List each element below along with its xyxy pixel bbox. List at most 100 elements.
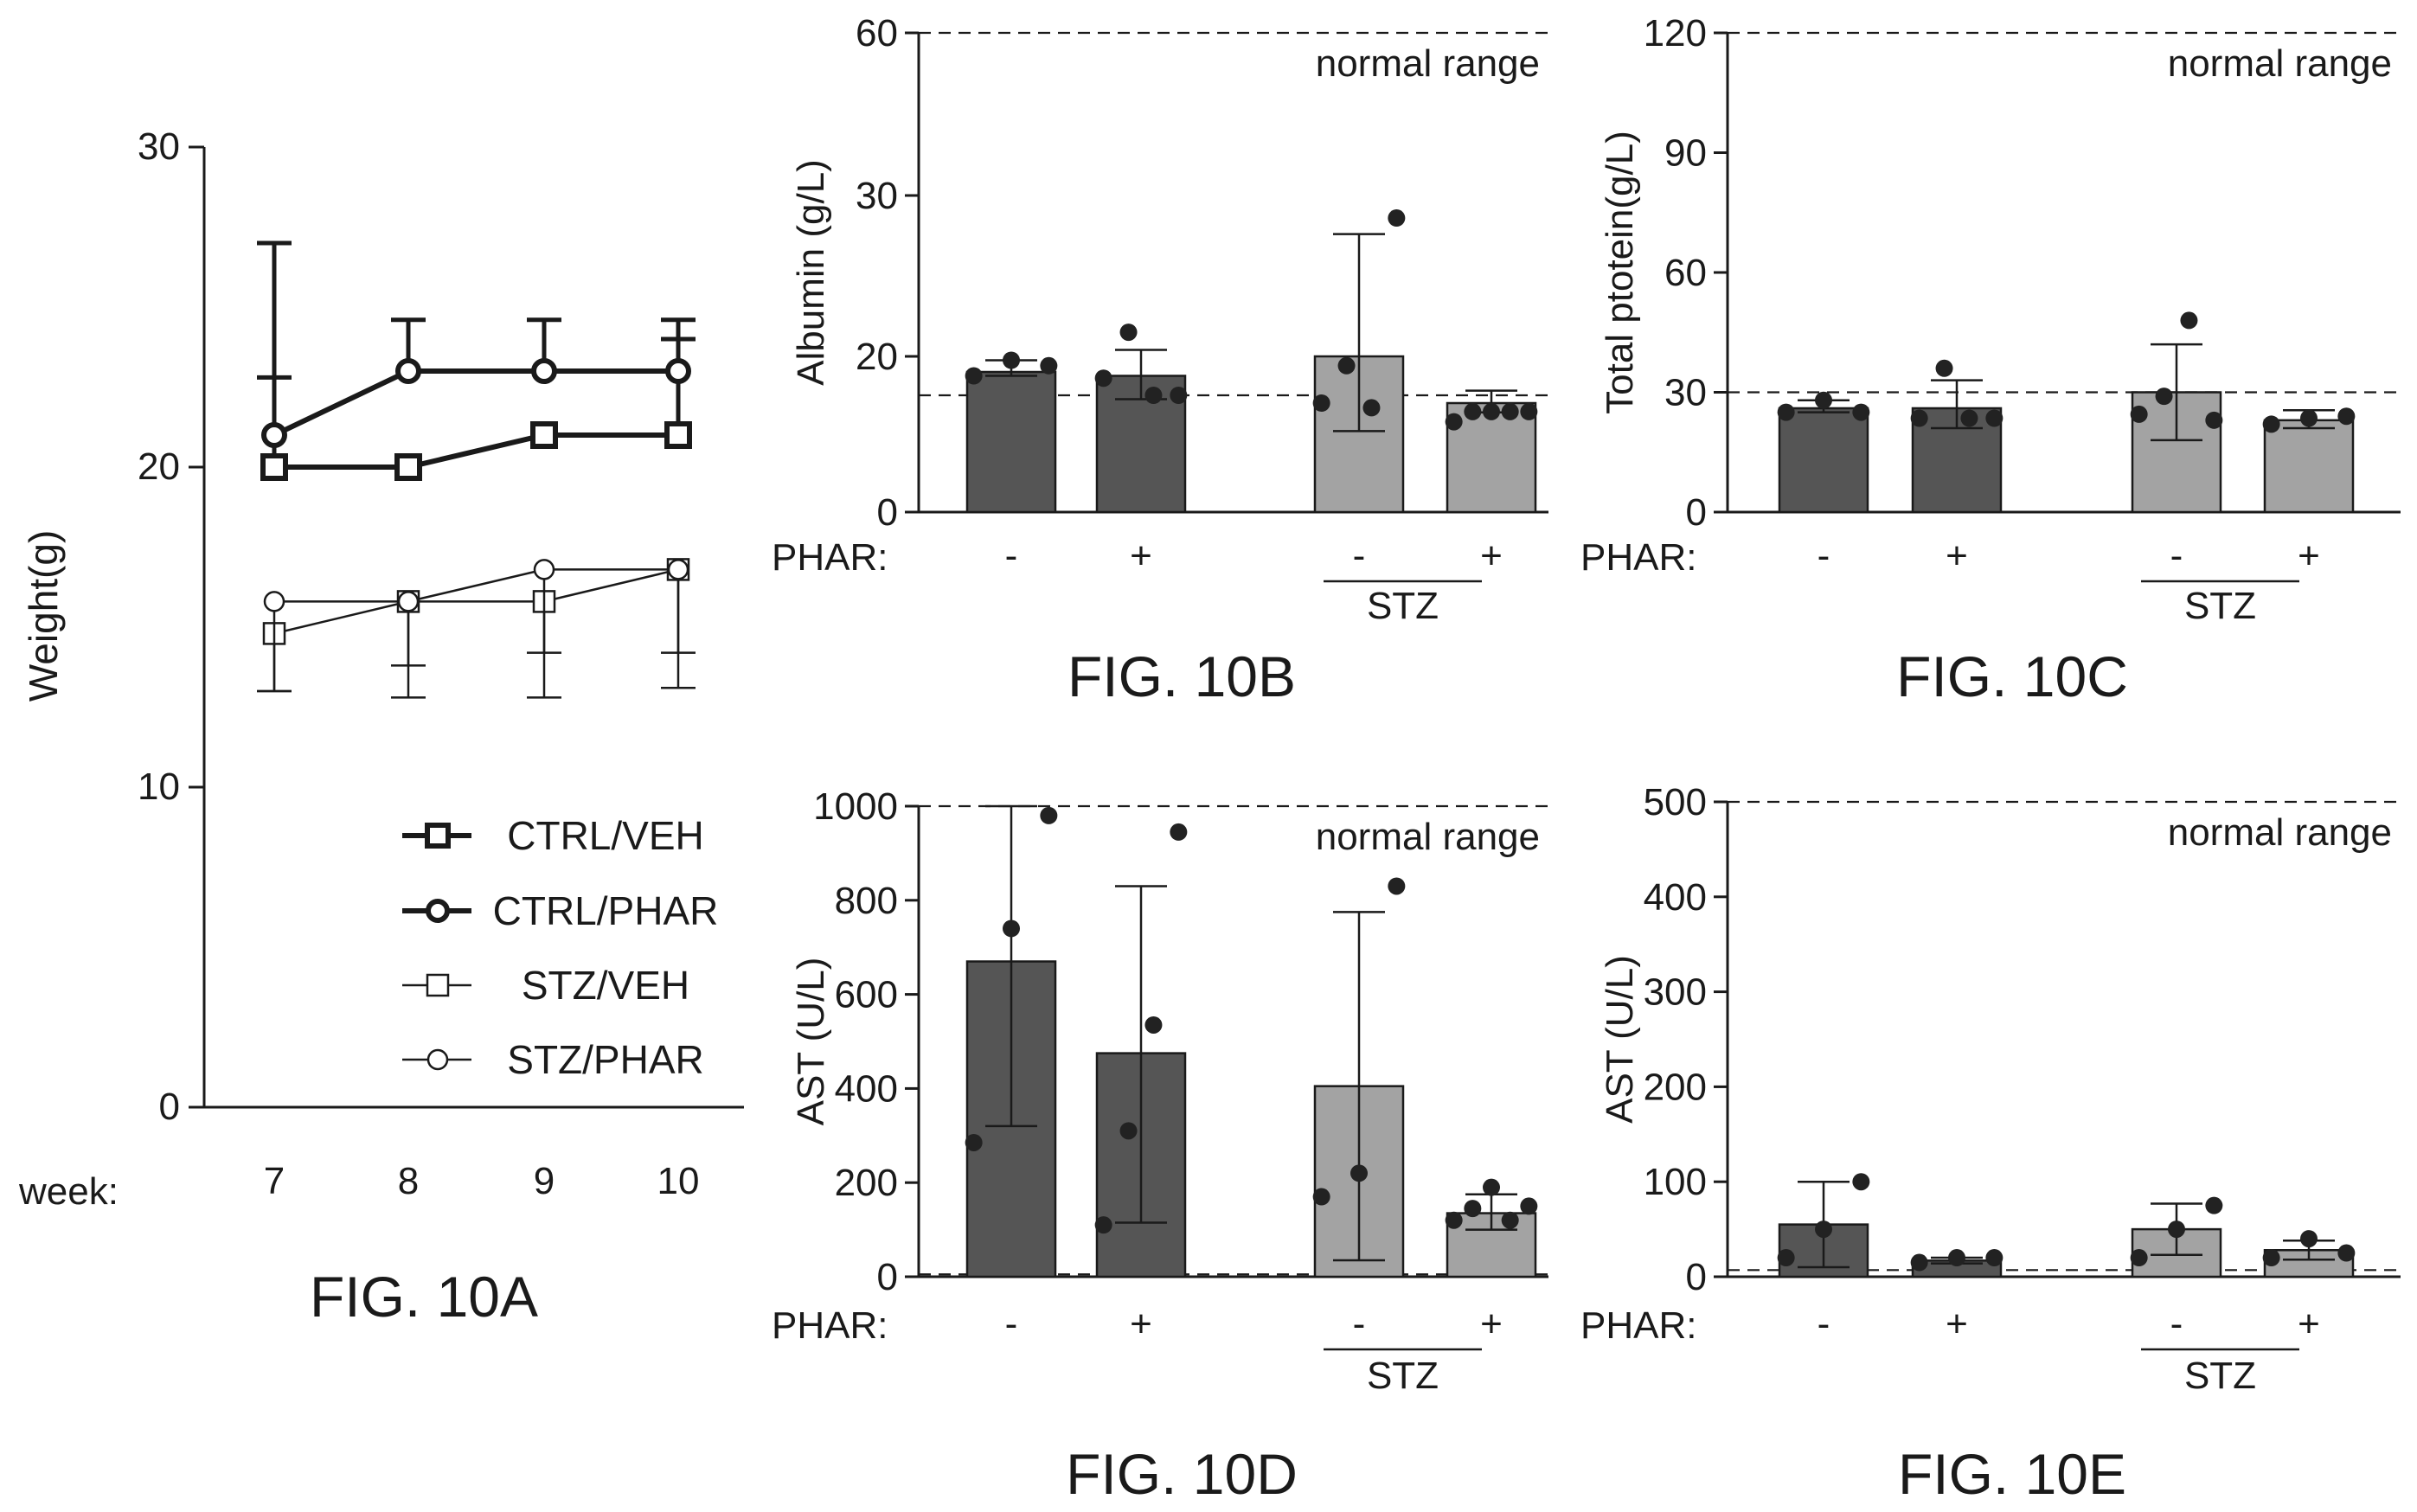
data-point bbox=[2130, 405, 2148, 423]
data-point bbox=[1501, 1211, 1519, 1229]
bar-group bbox=[1094, 324, 1188, 514]
data-point bbox=[1040, 806, 1058, 824]
data-point bbox=[1815, 1220, 1832, 1239]
legend-marker bbox=[426, 1048, 449, 1071]
bar-group bbox=[1445, 1178, 1538, 1278]
series-line bbox=[274, 432, 678, 470]
data-point bbox=[2337, 1244, 2356, 1262]
data-point bbox=[1910, 409, 1928, 427]
y-tick-label: 400 bbox=[835, 1067, 898, 1110]
y-tick-label: 0 bbox=[1686, 1256, 1707, 1298]
data-point bbox=[2180, 311, 2198, 330]
data-point bbox=[2130, 1249, 2148, 1267]
data-point bbox=[1520, 402, 1538, 420]
normal-range-label: normal range bbox=[1316, 42, 1540, 85]
bar-group bbox=[2130, 311, 2223, 514]
data-point bbox=[1170, 387, 1188, 404]
legend-label: CTRL/VEH bbox=[507, 813, 703, 858]
data-point bbox=[2300, 1230, 2318, 1248]
data-point bbox=[1170, 823, 1188, 841]
x-tick-label: 9 bbox=[534, 1160, 555, 1202]
data-point bbox=[2168, 1220, 2185, 1239]
y-tick-label: 300 bbox=[1644, 971, 1707, 1014]
data-point bbox=[2155, 388, 2173, 406]
legend-marker bbox=[426, 973, 450, 997]
y-tick-label: 600 bbox=[835, 974, 898, 1016]
data-point bbox=[665, 358, 691, 384]
category-label: + bbox=[1130, 1303, 1152, 1345]
bar-group bbox=[1910, 1249, 2003, 1278]
stz-group-label: STZ bbox=[1367, 1355, 1439, 1397]
x-tick-label: 8 bbox=[398, 1160, 419, 1202]
data-point bbox=[1312, 1188, 1330, 1206]
bar-group bbox=[1777, 1173, 1870, 1278]
bar-group bbox=[2262, 1230, 2356, 1278]
bar-group bbox=[965, 804, 1058, 1278]
data-point bbox=[531, 358, 557, 384]
y-tick-label: 500 bbox=[1644, 781, 1707, 823]
panel-10a: 0 10 20 30 Weight(g) week: 7 8 9 10 CTRL/VEH CTRL/P… bbox=[18, 125, 744, 1329]
series-ctrl-phar bbox=[257, 240, 696, 448]
data-point bbox=[667, 559, 689, 580]
x-tick-label: 10 bbox=[657, 1160, 700, 1202]
phar-row-label: PHAR: bbox=[772, 536, 888, 579]
data-point bbox=[1040, 356, 1058, 375]
phar-row-label: PHAR: bbox=[1580, 536, 1696, 579]
bar bbox=[2263, 419, 2355, 514]
data-point bbox=[1464, 402, 1482, 420]
data-point bbox=[395, 358, 421, 384]
bar-group bbox=[1094, 823, 1188, 1278]
data-point bbox=[1445, 1211, 1463, 1229]
category-label: + bbox=[1130, 535, 1152, 577]
data-point bbox=[1312, 394, 1330, 412]
data-point bbox=[394, 453, 422, 481]
figure-caption: FIG. 10B bbox=[1067, 644, 1296, 708]
data-point bbox=[1362, 399, 1381, 417]
legend-marker bbox=[426, 899, 450, 923]
y-tick-label: 10 bbox=[138, 766, 180, 808]
figure-caption: FIG. 10A bbox=[310, 1265, 538, 1329]
legend-label: CTRL/PHAR bbox=[493, 888, 719, 933]
data-point bbox=[1985, 1249, 2003, 1267]
data-point bbox=[965, 1133, 983, 1151]
category-label: - bbox=[1353, 535, 1366, 577]
bar-group bbox=[1777, 391, 1870, 514]
data-point bbox=[1935, 359, 1953, 377]
data-point bbox=[664, 421, 692, 449]
data-point bbox=[1350, 1164, 1368, 1182]
data-point bbox=[1815, 391, 1832, 409]
bar bbox=[1778, 407, 1869, 514]
legend-label: STZ/PHAR bbox=[507, 1037, 703, 1082]
category-label: + bbox=[2298, 535, 2320, 577]
category-label: + bbox=[1480, 1303, 1503, 1345]
y-tick-label: 20 bbox=[138, 445, 180, 488]
y-tick-label: 800 bbox=[835, 880, 898, 922]
category-label: + bbox=[1480, 535, 1503, 577]
data-point bbox=[1388, 877, 1406, 895]
y-tick-label: 30 bbox=[856, 175, 898, 217]
data-point bbox=[2205, 411, 2223, 429]
y-axis-label: Total ptotein(g/L) bbox=[1599, 131, 1641, 414]
y-tick-label: 0 bbox=[877, 1256, 898, 1298]
category-label: - bbox=[1818, 1303, 1830, 1345]
bar-group bbox=[2130, 1196, 2223, 1278]
data-point bbox=[965, 367, 983, 385]
data-point bbox=[1483, 1178, 1500, 1196]
bar-group bbox=[1910, 359, 2003, 514]
normal-range-label: normal range bbox=[2168, 811, 2392, 854]
y-axis-label: AST (U/L) bbox=[1599, 955, 1641, 1124]
category-label: - bbox=[1005, 535, 1018, 577]
y-axis-label: Albumin (g/L) bbox=[790, 159, 832, 386]
phar-row-label: PHAR: bbox=[772, 1304, 888, 1347]
normal-range-label: normal range bbox=[1316, 816, 1540, 858]
y-tick-label: 200 bbox=[835, 1162, 898, 1204]
y-tick-label: 0 bbox=[877, 491, 898, 534]
data-point bbox=[1094, 1216, 1112, 1234]
stz-group-label: STZ bbox=[2184, 1355, 2256, 1397]
panel-10d: 0 200 400 600 800 1000 AST (U/L) normal range - +… bbox=[772, 785, 1548, 1506]
y-tick-label: 60 bbox=[1664, 252, 1707, 294]
stz-group-label: STZ bbox=[2184, 585, 2256, 627]
data-point bbox=[1144, 1015, 1163, 1034]
data-point bbox=[1777, 403, 1795, 421]
